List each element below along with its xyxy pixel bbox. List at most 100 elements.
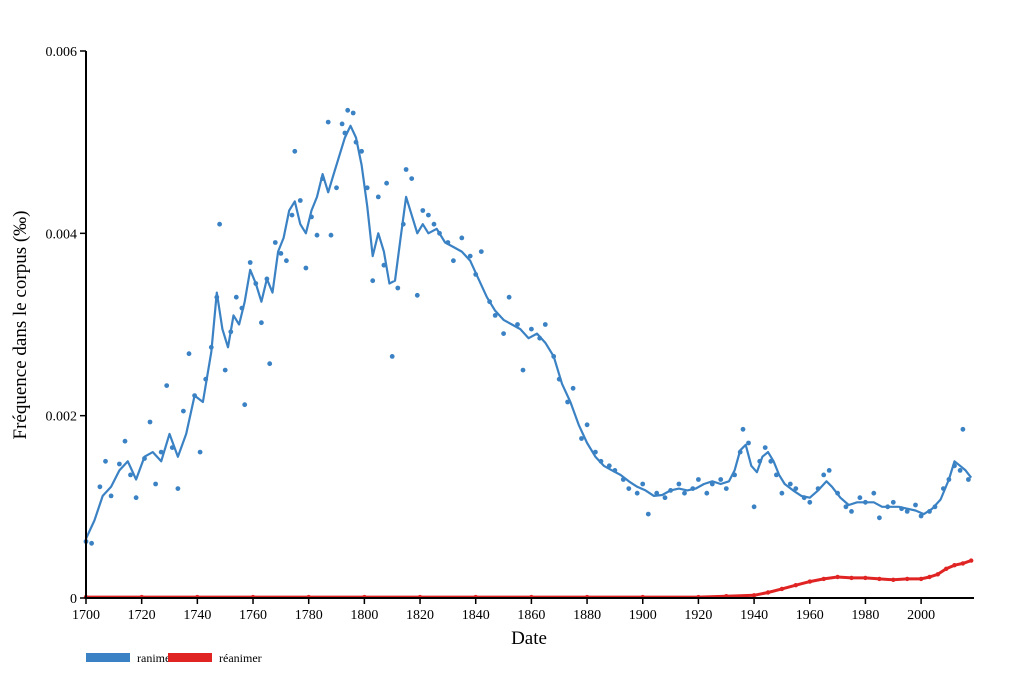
- data-point-ranimer: [400, 221, 406, 227]
- data-point-ranimer: [626, 486, 632, 491]
- data-point-ranimer: [506, 294, 512, 300]
- y-tick-label: 0.006: [46, 45, 78, 60]
- data-point-ranimer: [932, 504, 938, 510]
- data-point-ranimer: [370, 278, 376, 284]
- data-point-ranimer: [704, 490, 710, 496]
- legend-swatch-ranimer: [86, 653, 130, 662]
- data-point-ranimer: [473, 272, 479, 277]
- data-point-ranimer: [662, 495, 668, 501]
- data-point-ranimer: [325, 119, 331, 125]
- data-point-ranimer: [297, 198, 303, 203]
- legend-item-reanimer: réanimer: [168, 651, 262, 665]
- data-point-ranimer: [359, 148, 364, 154]
- data-point-ranimer: [598, 458, 604, 464]
- data-point-ranimer: [381, 262, 387, 268]
- data-point-ranimer: [645, 511, 651, 517]
- data-point-ranimer: [242, 402, 248, 408]
- data-point-ranimer: [208, 344, 214, 350]
- data-point-ranimer: [863, 499, 868, 505]
- data-point-ranimer: [420, 208, 426, 213]
- data-point-ranimer: [492, 313, 498, 318]
- data-point-ranimer: [849, 509, 854, 514]
- data-point-ranimer: [334, 185, 339, 191]
- x-tick-label: 1960: [796, 608, 824, 623]
- x-tick-label: 1900: [629, 608, 657, 623]
- data-point-ranimer: [774, 472, 779, 478]
- data-point-ranimer: [247, 260, 253, 265]
- data-point-ranimer: [746, 440, 751, 446]
- data-point-ranimer: [918, 513, 924, 519]
- x-tick-label: 1880: [573, 608, 601, 623]
- data-point-reanimer: [849, 575, 854, 581]
- y-axis-title: Fréquence dans le corpus (‰): [10, 211, 31, 440]
- data-point-ranimer: [634, 490, 640, 496]
- data-point-ranimer: [520, 367, 526, 373]
- data-point-ranimer: [164, 383, 170, 388]
- data-point-ranimer: [128, 472, 133, 478]
- data-point-ranimer: [904, 509, 910, 514]
- data-point-ranimer: [314, 232, 320, 238]
- x-axis-ticks: 1700 1720 1740 1760 1780 1800 1820 1840 1860 1880…: [72, 598, 935, 623]
- data-point-reanimer: [779, 586, 785, 592]
- data-point-reanimer: [960, 561, 966, 566]
- data-point-ranimer: [821, 472, 827, 478]
- data-point-ranimer: [732, 472, 737, 478]
- data-point-ranimer: [233, 294, 239, 300]
- data-point-ranimer: [353, 139, 359, 145]
- series-ranimer: [83, 107, 973, 546]
- data-point-ranimer: [181, 408, 186, 414]
- y-axis-ticks: 0 0.002 0.004 0.006: [46, 45, 86, 607]
- data-point-ranimer: [239, 305, 245, 311]
- data-point-ranimer: [801, 495, 807, 501]
- data-point-ranimer: [175, 486, 181, 491]
- data-point-ranimer: [153, 481, 159, 487]
- x-tick-label: 1860: [517, 608, 545, 623]
- x-tick-label: 1940: [740, 608, 768, 623]
- x-tick-label: 1840: [462, 608, 490, 623]
- data-point-ranimer: [941, 486, 946, 491]
- data-point-ranimer: [768, 458, 774, 464]
- data-point-ranimer: [478, 249, 484, 255]
- data-point-ranimer: [451, 258, 456, 264]
- data-point-reanimer: [918, 576, 924, 582]
- data-point-ranimer: [542, 322, 548, 327]
- data-point-ranimer: [899, 506, 904, 512]
- x-tick-label: 1720: [128, 608, 156, 623]
- data-point-ranimer: [515, 322, 520, 327]
- data-point-ranimer: [147, 419, 153, 425]
- data-point-ranimer: [459, 235, 465, 241]
- legend-swatch-reanimer: [168, 653, 212, 662]
- x-axis-title: Date: [511, 628, 547, 649]
- data-point-ranimer: [309, 214, 314, 220]
- data-point-ranimer: [284, 258, 289, 264]
- data-point-ranimer: [835, 490, 840, 496]
- data-point-reanimer: [835, 574, 840, 580]
- data-point-reanimer: [952, 563, 957, 568]
- data-point-ranimer: [186, 351, 192, 357]
- data-point-ranimer: [345, 107, 351, 113]
- data-point-ranimer: [690, 486, 696, 491]
- data-point-ranimer: [584, 422, 590, 428]
- data-point-ranimer: [696, 477, 701, 482]
- data-point-ranimer: [158, 449, 164, 455]
- data-point-ranimer: [537, 335, 543, 341]
- data-point-ranimer: [389, 354, 395, 359]
- data-point-ranimer: [414, 292, 420, 298]
- data-point-reanimer: [793, 583, 798, 588]
- data-point-ranimer: [946, 477, 952, 482]
- data-point-ranimer: [375, 194, 381, 200]
- series-reanimer: [83, 558, 974, 600]
- data-point-ranimer: [403, 167, 409, 172]
- x-tick-label: 1820: [406, 608, 434, 623]
- data-point-ranimer: [289, 212, 295, 218]
- x-tick-label: 1700: [72, 608, 100, 623]
- data-point-ranimer: [214, 294, 220, 300]
- data-point-reanimer: [905, 576, 910, 582]
- data-point-ranimer: [217, 221, 223, 227]
- data-point-ranimer: [445, 240, 451, 245]
- data-point-ranimer: [133, 495, 139, 501]
- data-point-ranimer: [97, 484, 103, 490]
- data-point-ranimer: [890, 499, 896, 505]
- data-point-ranimer: [676, 481, 682, 487]
- data-point-ranimer: [467, 253, 473, 259]
